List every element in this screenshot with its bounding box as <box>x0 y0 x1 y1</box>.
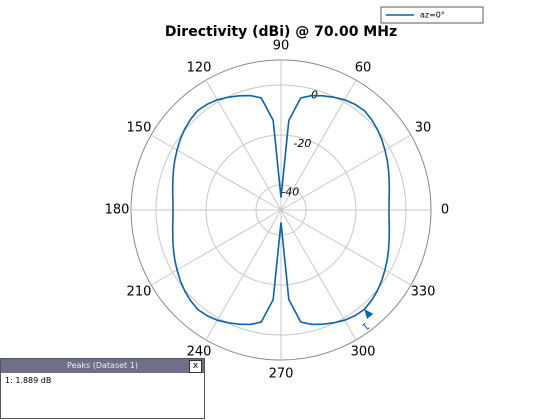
theta-tick-label: 0 <box>441 203 449 218</box>
legend-box <box>380 6 484 24</box>
peak-row: 1: 1.889 dB <box>5 376 52 385</box>
theta-tick-label: 300 <box>351 345 376 360</box>
grid-spoke <box>150 209 282 286</box>
panel-header: Peaks (Dataset 1) x <box>1 359 204 373</box>
r-tick-label: -20 <box>293 137 311 150</box>
theta-tick-label: 210 <box>127 285 152 300</box>
theta-tick-label: 180 <box>105 203 130 218</box>
grid-spoke <box>205 79 282 211</box>
peak-label: 1 <box>359 320 371 333</box>
theta-tick-label: 240 <box>187 345 212 360</box>
grid-spoke <box>205 209 282 341</box>
theta-tick-label: 270 <box>269 367 294 382</box>
peak-marker <box>364 309 374 319</box>
pattern-line <box>171 94 391 326</box>
close-button[interactable]: x <box>189 360 202 373</box>
peaks-panel[interactable]: Peaks (Dataset 1) x 1: 1.889 dB <box>0 358 205 419</box>
grid-spoke <box>280 209 412 286</box>
theta-tick-label: 90 <box>273 39 290 54</box>
panel-title: Peaks (Dataset 1) <box>67 361 138 370</box>
grid-spoke <box>280 79 357 211</box>
theta-tick-label: 30 <box>415 121 432 136</box>
theta-tick-label: 120 <box>187 60 212 75</box>
chart-title: Directivity (dBi) @ 70.00 MHz <box>165 24 397 40</box>
legend: az=0° <box>380 6 484 24</box>
theta-tick-label: 60 <box>355 60 372 75</box>
theta-tick-label: 150 <box>127 121 152 136</box>
r-tick-label: -40 <box>281 186 299 199</box>
grid-spoke <box>280 134 412 211</box>
theta-tick-label: 330 <box>411 285 436 300</box>
grid-spoke <box>150 134 282 211</box>
grid-spoke <box>280 209 357 341</box>
legend-label: az=0° <box>420 11 445 20</box>
